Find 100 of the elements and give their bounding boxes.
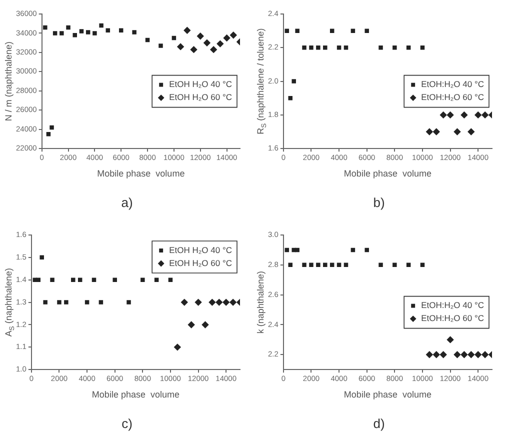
point xyxy=(208,298,216,306)
point xyxy=(454,351,461,358)
text: d) xyxy=(373,416,385,431)
point xyxy=(106,28,110,32)
point xyxy=(309,46,314,50)
point xyxy=(230,32,237,39)
point xyxy=(158,44,163,48)
point xyxy=(176,43,184,50)
point xyxy=(336,46,342,50)
text: c) xyxy=(122,416,132,431)
point xyxy=(92,278,96,282)
point xyxy=(196,32,204,40)
text: b) xyxy=(373,194,385,210)
point xyxy=(284,28,290,33)
point xyxy=(378,46,383,50)
point xyxy=(460,111,468,119)
point xyxy=(426,128,434,136)
point xyxy=(364,28,369,33)
point xyxy=(316,46,320,50)
point xyxy=(468,128,475,136)
y-axis-title: k (naphthalene) xyxy=(255,271,266,334)
point xyxy=(432,128,440,136)
point xyxy=(216,40,224,48)
point xyxy=(295,28,300,33)
point xyxy=(126,300,131,304)
point xyxy=(71,278,76,282)
point xyxy=(43,25,48,30)
point xyxy=(184,26,191,34)
point xyxy=(78,278,82,282)
point xyxy=(392,262,397,268)
point xyxy=(302,262,306,268)
legend-label: EtOH H₂O 40 °C xyxy=(169,79,232,90)
point xyxy=(210,46,218,54)
point xyxy=(344,46,348,50)
point xyxy=(446,111,454,119)
point xyxy=(174,344,182,351)
point xyxy=(364,248,369,252)
x-axis-title: Mobile phase volume xyxy=(344,389,432,400)
point xyxy=(316,262,320,268)
point xyxy=(426,351,434,358)
point xyxy=(99,23,104,28)
point xyxy=(392,46,397,50)
point xyxy=(481,351,489,358)
point xyxy=(98,300,104,304)
point xyxy=(118,28,124,32)
point xyxy=(57,300,62,304)
point xyxy=(432,351,440,358)
point xyxy=(46,132,51,136)
point xyxy=(66,25,70,30)
point xyxy=(112,278,117,282)
point xyxy=(202,321,209,328)
point xyxy=(140,278,145,282)
point xyxy=(84,300,90,304)
point xyxy=(474,111,482,119)
point xyxy=(406,46,411,50)
point xyxy=(64,300,68,304)
point xyxy=(188,321,195,328)
point xyxy=(43,300,48,304)
point xyxy=(323,46,328,50)
point xyxy=(378,262,383,268)
legend-label: EtOH:H₂O 60 °C xyxy=(421,92,484,102)
point xyxy=(40,255,44,260)
x-axis-title: Mobile phase volume xyxy=(344,168,432,178)
point xyxy=(222,298,230,306)
point xyxy=(454,128,461,136)
legend-label: EtOH H₂O 40 °C xyxy=(169,244,232,255)
point xyxy=(323,262,328,268)
point xyxy=(72,33,77,38)
legend-label: EtOH H₂O 60 °C xyxy=(169,92,232,102)
legend-label: EtOH H₂O 60 °C xyxy=(169,258,232,268)
point xyxy=(60,31,64,36)
point xyxy=(292,79,296,84)
point xyxy=(474,351,482,358)
point xyxy=(350,28,356,33)
point xyxy=(460,351,468,358)
point xyxy=(180,298,188,306)
point xyxy=(468,351,475,358)
point xyxy=(420,46,425,50)
point xyxy=(440,351,447,358)
point xyxy=(481,111,489,119)
point xyxy=(203,39,211,46)
point xyxy=(440,111,447,119)
point xyxy=(92,31,97,36)
point xyxy=(295,248,300,252)
point xyxy=(50,278,54,282)
point xyxy=(132,30,136,34)
point xyxy=(36,278,40,282)
point xyxy=(168,278,173,282)
point xyxy=(309,262,314,268)
x-axis-title: Mobile phase volume xyxy=(92,389,180,400)
y-axis-title: N / m (naphthalene) xyxy=(3,42,14,122)
point xyxy=(216,298,223,306)
point xyxy=(446,336,454,344)
point xyxy=(229,298,237,306)
legend-label: EtOH:H₂O 40 °C xyxy=(421,79,484,90)
point xyxy=(52,31,58,36)
text: a) xyxy=(121,194,133,210)
point xyxy=(86,30,90,34)
point xyxy=(190,46,198,54)
legend-label: EtOH:H₂O 60 °C xyxy=(421,313,484,324)
